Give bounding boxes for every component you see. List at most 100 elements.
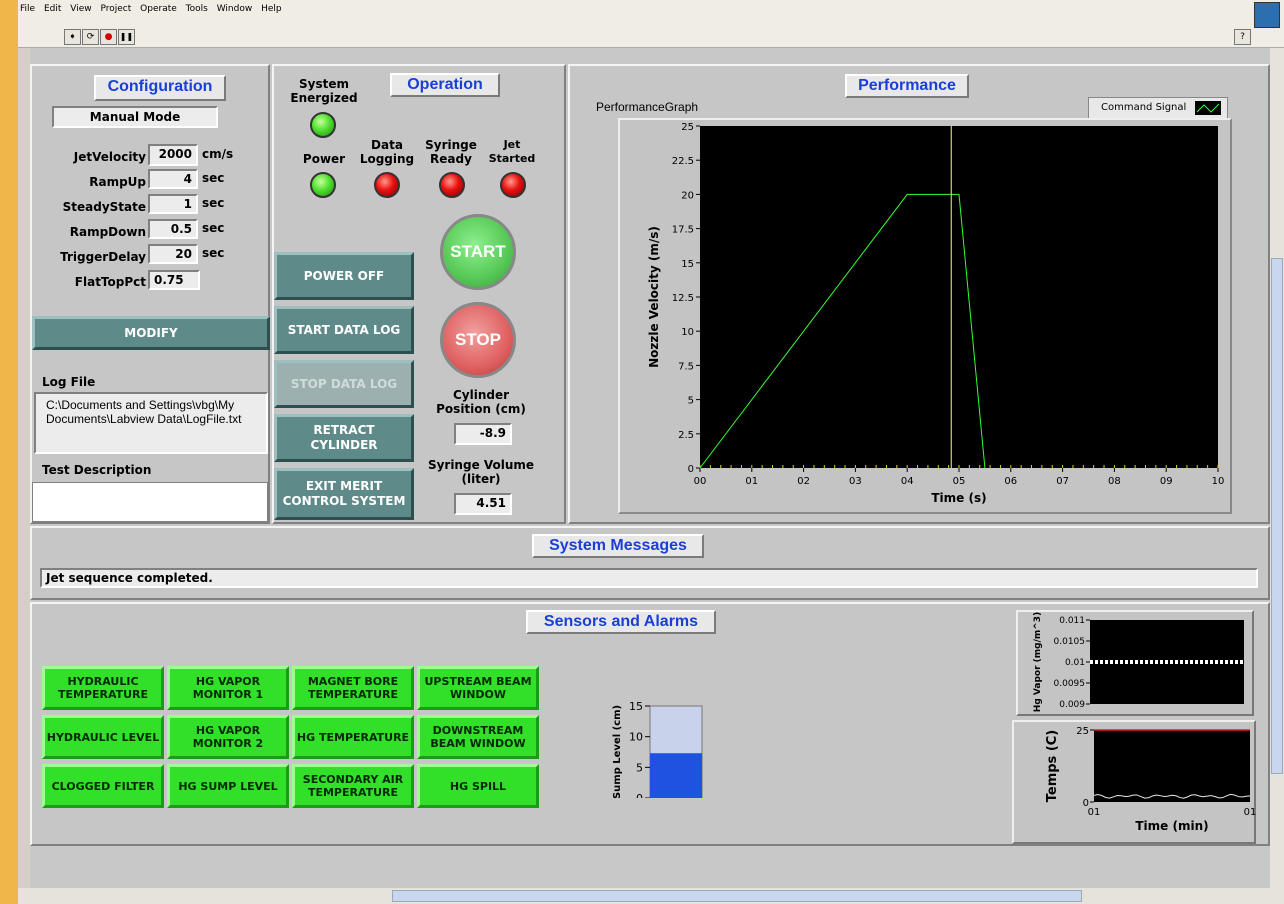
x-tick-label: 05	[953, 476, 966, 487]
stop-button[interactable]: STOP	[440, 302, 516, 378]
exit-button[interactable]: EXIT MERIT CONTROL SYSTEM	[274, 468, 414, 520]
system-energized-label: System Energized	[290, 77, 358, 105]
performance-graph[interactable]: 0 2.5 5 7.5 10 12.5 15 17.5 20 22.5 25 00 01 02 03 04 05…	[618, 118, 1232, 514]
system-message-text: Jet sequence completed.	[40, 568, 1258, 588]
menu-tools[interactable]: Tools	[185, 4, 208, 14]
test-description-input[interactable]	[32, 482, 268, 522]
start-button[interactable]: START	[440, 214, 516, 290]
abort-icon[interactable]: ●	[100, 29, 117, 45]
ramp-down-field[interactable]: 0.5	[148, 219, 198, 239]
jet-velocity-field[interactable]: 2000	[148, 144, 198, 166]
power-label: Power	[302, 152, 346, 166]
alarm-downstream-beam-window: DOWNSTREAM BEAM WINDOW	[417, 715, 539, 759]
alarm-hg-vapor-monitor-2: HG VAPOR MONITOR 2	[167, 715, 289, 759]
vapor-y-tick-label: 0.011	[1059, 616, 1085, 626]
temps-y-axis-label: Temps (C)	[1045, 730, 1060, 803]
legend-swatch	[1195, 101, 1221, 115]
x-tick-label: 03	[849, 476, 862, 487]
menu-operate[interactable]: Operate	[140, 4, 177, 14]
graph-label: PerformanceGraph	[596, 100, 699, 114]
legend: Command Signal	[1088, 97, 1228, 119]
configuration-section	[30, 64, 270, 524]
field-label: JetVelocity	[73, 150, 146, 164]
front-panel: Configuration Manual Mode JetVelocity 20…	[30, 48, 1284, 888]
temps-x-tick-label: 01	[1244, 807, 1256, 818]
menu-window[interactable]: Window	[216, 4, 253, 14]
syringe-ready-label: Syringe Ready	[425, 138, 477, 166]
horizontal-scrollbar[interactable]	[18, 888, 1284, 904]
tank-fill	[650, 753, 702, 798]
x-axis-label: Time (s)	[931, 491, 986, 505]
alarm-clogged-filter: CLOGGED FILTER	[42, 764, 164, 808]
trigger-delay-field[interactable]: 20	[148, 244, 198, 264]
menu-edit[interactable]: Edit	[43, 4, 62, 14]
sensors-title: Sensors and Alarms	[526, 610, 716, 634]
y-tick-label: 15	[681, 259, 694, 270]
x-tick-label: 04	[901, 476, 914, 487]
performance-title: Performance	[845, 74, 969, 98]
tank-tick-label: 0	[636, 792, 643, 798]
alarm-hg-temperature: HG TEMPERATURE	[292, 715, 414, 759]
power-off-button[interactable]: POWER OFF	[274, 252, 414, 300]
hg-vapor-chart: 0.011 0.0105 0.01 0.0095 0.009 Hg Vapor (mg/m…	[1033, 612, 1244, 712]
x-tick-label: 02	[797, 476, 810, 487]
alarm-upstream-beam-window: UPSTREAM BEAM WINDOW	[417, 666, 539, 710]
field-label: FlatTopPct	[74, 275, 146, 289]
alarm-hg-spill: HG SPILL	[417, 764, 539, 808]
series-line-command-signal	[699, 193, 986, 469]
sump-level-label: Sump Level (cm)	[612, 705, 623, 798]
run-continuously-icon[interactable]: ⟳	[82, 29, 99, 45]
y-tick-label: 2.5	[678, 430, 694, 441]
start-data-log-button[interactable]: START DATA LOG	[274, 306, 414, 354]
x-tick-label: 09	[1160, 476, 1173, 487]
system-messages-title: System Messages	[532, 534, 704, 558]
y-tick-label: 0	[688, 464, 694, 475]
legend-label: Command Signal	[1101, 102, 1187, 113]
alarm-hydraulic-level: HYDRAULIC LEVEL	[42, 715, 164, 759]
jet-started-label: Jet Started	[488, 138, 536, 165]
syringe-ready-led	[439, 172, 465, 198]
app-window: File Edit View Project Operate Tools Win…	[18, 0, 1284, 904]
vertical-scrollbar[interactable]	[1270, 48, 1284, 888]
y-tick-label: 5	[688, 396, 694, 407]
field-unit: sec	[202, 246, 225, 260]
log-file-path[interactable]: C:\Documents and Settings\vbg\My Documen…	[34, 392, 268, 454]
menu-help[interactable]: Help	[261, 4, 282, 14]
menu-bar: File Edit View Project Operate Tools Win…	[18, 0, 1284, 18]
modify-button[interactable]: MODIFY	[32, 316, 270, 350]
temps-y-tick-label: 0	[1083, 798, 1089, 809]
x-tick-label: 01	[745, 476, 758, 487]
vapor-y-tick-label: 0.009	[1059, 700, 1085, 710]
field-unit: sec	[202, 221, 225, 235]
temps-x-axis-label: Time (min)	[1135, 819, 1208, 833]
pause-icon[interactable]: ❚❚	[118, 29, 135, 45]
stop-data-log-button[interactable]: STOP DATA LOG	[274, 360, 414, 408]
syringe-volume-value: 4.51	[454, 493, 512, 515]
jet-started-led	[500, 172, 526, 198]
horizontal-scroll-thumb[interactable]	[392, 890, 1082, 902]
sump-level-tank: 15 10 5 0 Sump Level (cm)	[612, 700, 703, 798]
run-icon[interactable]: ➧	[64, 29, 81, 45]
x-tick-label: 00	[694, 476, 707, 487]
alarm-hg-vapor-monitor-1: HG VAPOR MONITOR 1	[167, 666, 289, 710]
menu-project[interactable]: Project	[100, 4, 132, 14]
x-tick-label: 07	[1056, 476, 1069, 487]
y-tick-label: 12.5	[672, 293, 694, 304]
y-tick-label: 17.5	[672, 225, 694, 236]
operation-title: Operation	[390, 73, 500, 97]
x-tick-label: 08	[1108, 476, 1121, 487]
retract-cylinder-button[interactable]: RETRACT CYLINDER	[274, 414, 414, 462]
alarm-magnet-bore-temperature: MAGNET BORE TEMPERATURE	[292, 666, 414, 710]
alarm-hydraulic-temperature: HYDRAULIC TEMPERATURE	[42, 666, 164, 710]
vertical-scroll-thumb[interactable]	[1271, 258, 1283, 774]
flat-top-pct-field[interactable]: 0.75	[148, 270, 200, 290]
steady-state-field[interactable]: 1	[148, 194, 198, 214]
help-icon[interactable]: ?	[1234, 29, 1251, 45]
menu-file[interactable]: File	[20, 4, 36, 14]
ramp-up-field[interactable]: 4	[148, 169, 198, 189]
power-led	[310, 172, 336, 198]
vi-icon	[1254, 2, 1280, 28]
field-label: RampUp	[89, 175, 146, 189]
menu-view[interactable]: View	[70, 4, 92, 14]
